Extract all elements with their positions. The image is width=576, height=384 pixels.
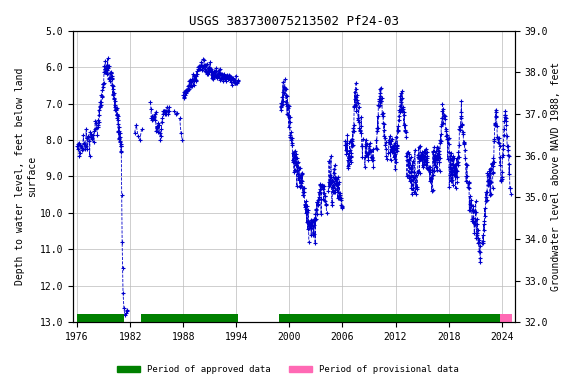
Legend: Period of approved data, Period of provisional data: Period of approved data, Period of provi… bbox=[114, 361, 462, 377]
Y-axis label: Groundwater level above NAVD 1988, feet: Groundwater level above NAVD 1988, feet bbox=[551, 62, 561, 291]
Title: USGS 383730075213502 Pf24-03: USGS 383730075213502 Pf24-03 bbox=[189, 15, 399, 28]
Y-axis label: Depth to water level, feet below land
surface: Depth to water level, feet below land su… bbox=[15, 68, 37, 285]
